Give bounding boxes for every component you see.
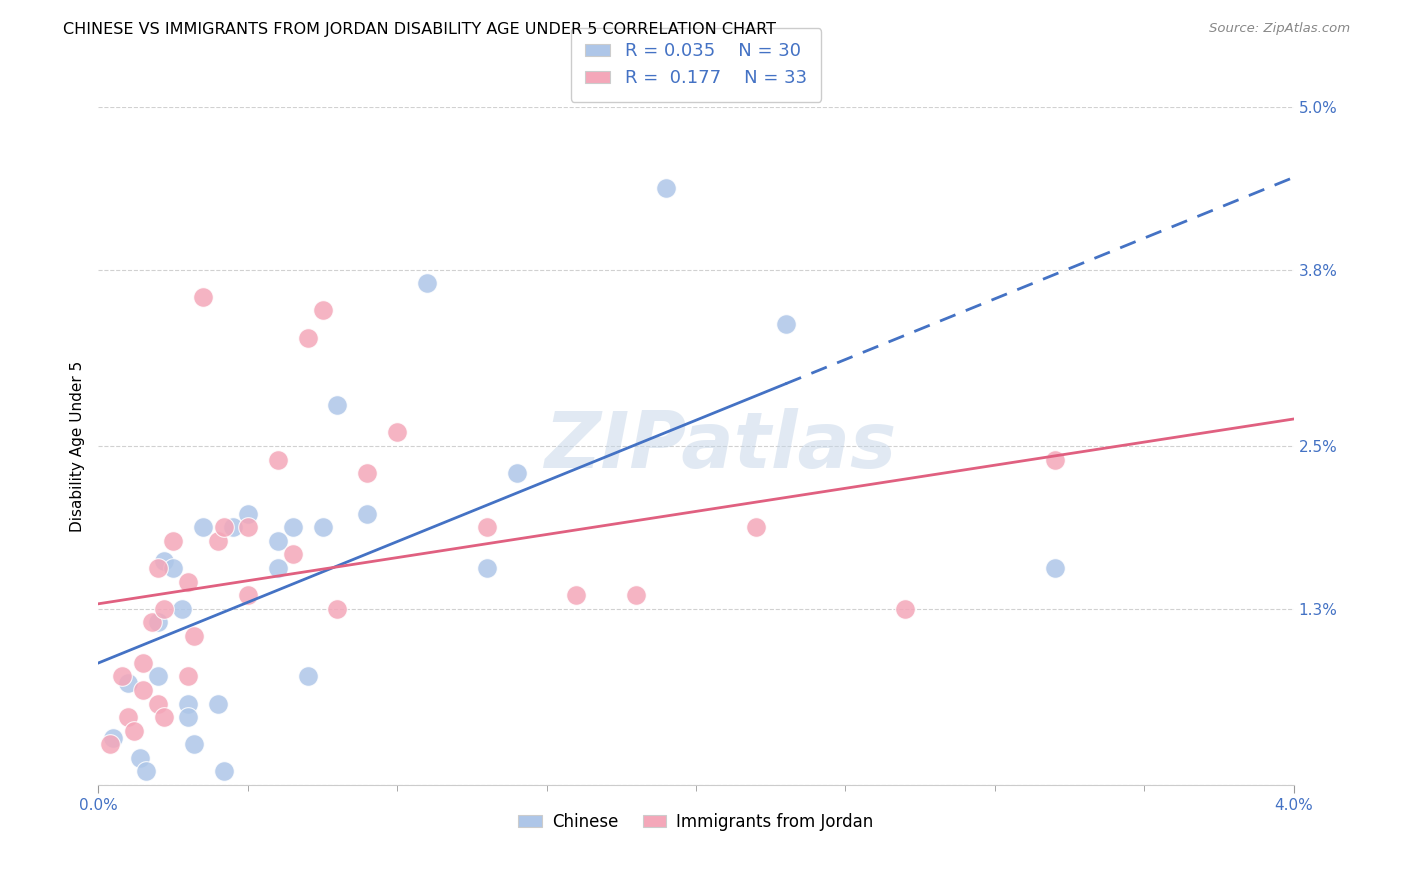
Point — [311, 520, 333, 534]
Point — [148, 561, 170, 575]
Point — [148, 669, 170, 683]
Point — [236, 520, 259, 534]
Point — [103, 731, 125, 745]
Point — [141, 615, 163, 630]
Point — [745, 520, 768, 534]
Point — [655, 181, 678, 195]
Point — [894, 601, 917, 615]
Point — [236, 507, 259, 521]
Point — [212, 764, 235, 779]
Point — [475, 561, 498, 575]
Point — [281, 520, 304, 534]
Point — [475, 520, 498, 534]
Point — [626, 588, 648, 602]
Point — [98, 737, 122, 751]
Point — [1043, 452, 1066, 467]
Point — [148, 615, 170, 630]
Text: Source: ZipAtlas.com: Source: ZipAtlas.com — [1209, 22, 1350, 36]
Point — [135, 764, 157, 779]
Point — [775, 317, 797, 331]
Point — [183, 737, 205, 751]
Point — [162, 533, 184, 548]
Point — [117, 676, 139, 690]
Point — [416, 277, 439, 291]
Point — [177, 669, 200, 683]
Point — [183, 629, 205, 643]
Point — [267, 561, 290, 575]
Legend: Chinese, Immigrants from Jordan: Chinese, Immigrants from Jordan — [512, 806, 880, 838]
Point — [356, 466, 378, 480]
Text: CHINESE VS IMMIGRANTS FROM JORDAN DISABILITY AGE UNDER 5 CORRELATION CHART: CHINESE VS IMMIGRANTS FROM JORDAN DISABI… — [63, 22, 776, 37]
Point — [326, 398, 349, 412]
Point — [132, 656, 155, 670]
Point — [385, 425, 409, 440]
Point — [297, 330, 319, 344]
Point — [124, 723, 146, 738]
Point — [191, 290, 214, 304]
Point — [267, 452, 290, 467]
Point — [132, 683, 155, 698]
Point — [297, 669, 319, 683]
Point — [153, 710, 176, 724]
Y-axis label: Disability Age Under 5: Disability Age Under 5 — [69, 360, 84, 532]
Point — [117, 710, 139, 724]
Point — [177, 710, 200, 724]
Point — [172, 601, 194, 615]
Point — [129, 751, 152, 765]
Point — [236, 588, 259, 602]
Point — [162, 561, 184, 575]
Point — [506, 466, 529, 480]
Point — [356, 507, 378, 521]
Point — [177, 697, 200, 711]
Point — [177, 574, 200, 589]
Text: ZIPatlas: ZIPatlas — [544, 408, 896, 484]
Point — [207, 697, 229, 711]
Point — [191, 520, 214, 534]
Point — [222, 520, 245, 534]
Point — [207, 533, 229, 548]
Point — [153, 601, 176, 615]
Point — [153, 554, 176, 568]
Point — [311, 303, 333, 318]
Point — [212, 520, 235, 534]
Point — [267, 533, 290, 548]
Point — [565, 588, 588, 602]
Point — [326, 601, 349, 615]
Point — [148, 697, 170, 711]
Point — [281, 548, 304, 562]
Point — [111, 669, 134, 683]
Point — [1043, 561, 1066, 575]
